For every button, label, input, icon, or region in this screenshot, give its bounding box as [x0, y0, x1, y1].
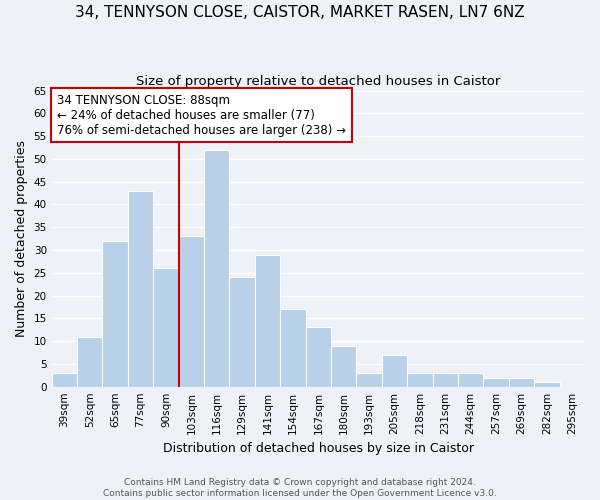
Bar	[305, 328, 331, 386]
Text: 34 TENNYSON CLOSE: 88sqm
← 24% of detached houses are smaller (77)
76% of semi-d: 34 TENNYSON CLOSE: 88sqm ← 24% of detach…	[57, 94, 346, 136]
Title: Size of property relative to detached houses in Caistor: Size of property relative to detached ho…	[136, 75, 500, 88]
Bar	[331, 346, 356, 387]
Bar	[356, 373, 382, 386]
Y-axis label: Number of detached properties: Number of detached properties	[15, 140, 28, 337]
Bar	[179, 236, 204, 386]
Bar	[433, 373, 458, 386]
Text: Contains HM Land Registry data © Crown copyright and database right 2024.
Contai: Contains HM Land Registry data © Crown c…	[103, 478, 497, 498]
Bar	[229, 278, 255, 386]
Bar	[534, 382, 560, 386]
Bar	[484, 378, 509, 386]
Bar	[382, 355, 407, 386]
Bar	[204, 150, 229, 386]
Bar	[458, 373, 484, 386]
Bar	[77, 336, 103, 386]
Bar	[153, 268, 179, 386]
Text: 34, TENNYSON CLOSE, CAISTOR, MARKET RASEN, LN7 6NZ: 34, TENNYSON CLOSE, CAISTOR, MARKET RASE…	[75, 5, 525, 20]
Bar	[509, 378, 534, 386]
Bar	[103, 241, 128, 386]
Bar	[52, 373, 77, 386]
Bar	[255, 254, 280, 386]
Bar	[280, 309, 305, 386]
Bar	[407, 373, 433, 386]
Bar	[128, 191, 153, 386]
X-axis label: Distribution of detached houses by size in Caistor: Distribution of detached houses by size …	[163, 442, 474, 455]
